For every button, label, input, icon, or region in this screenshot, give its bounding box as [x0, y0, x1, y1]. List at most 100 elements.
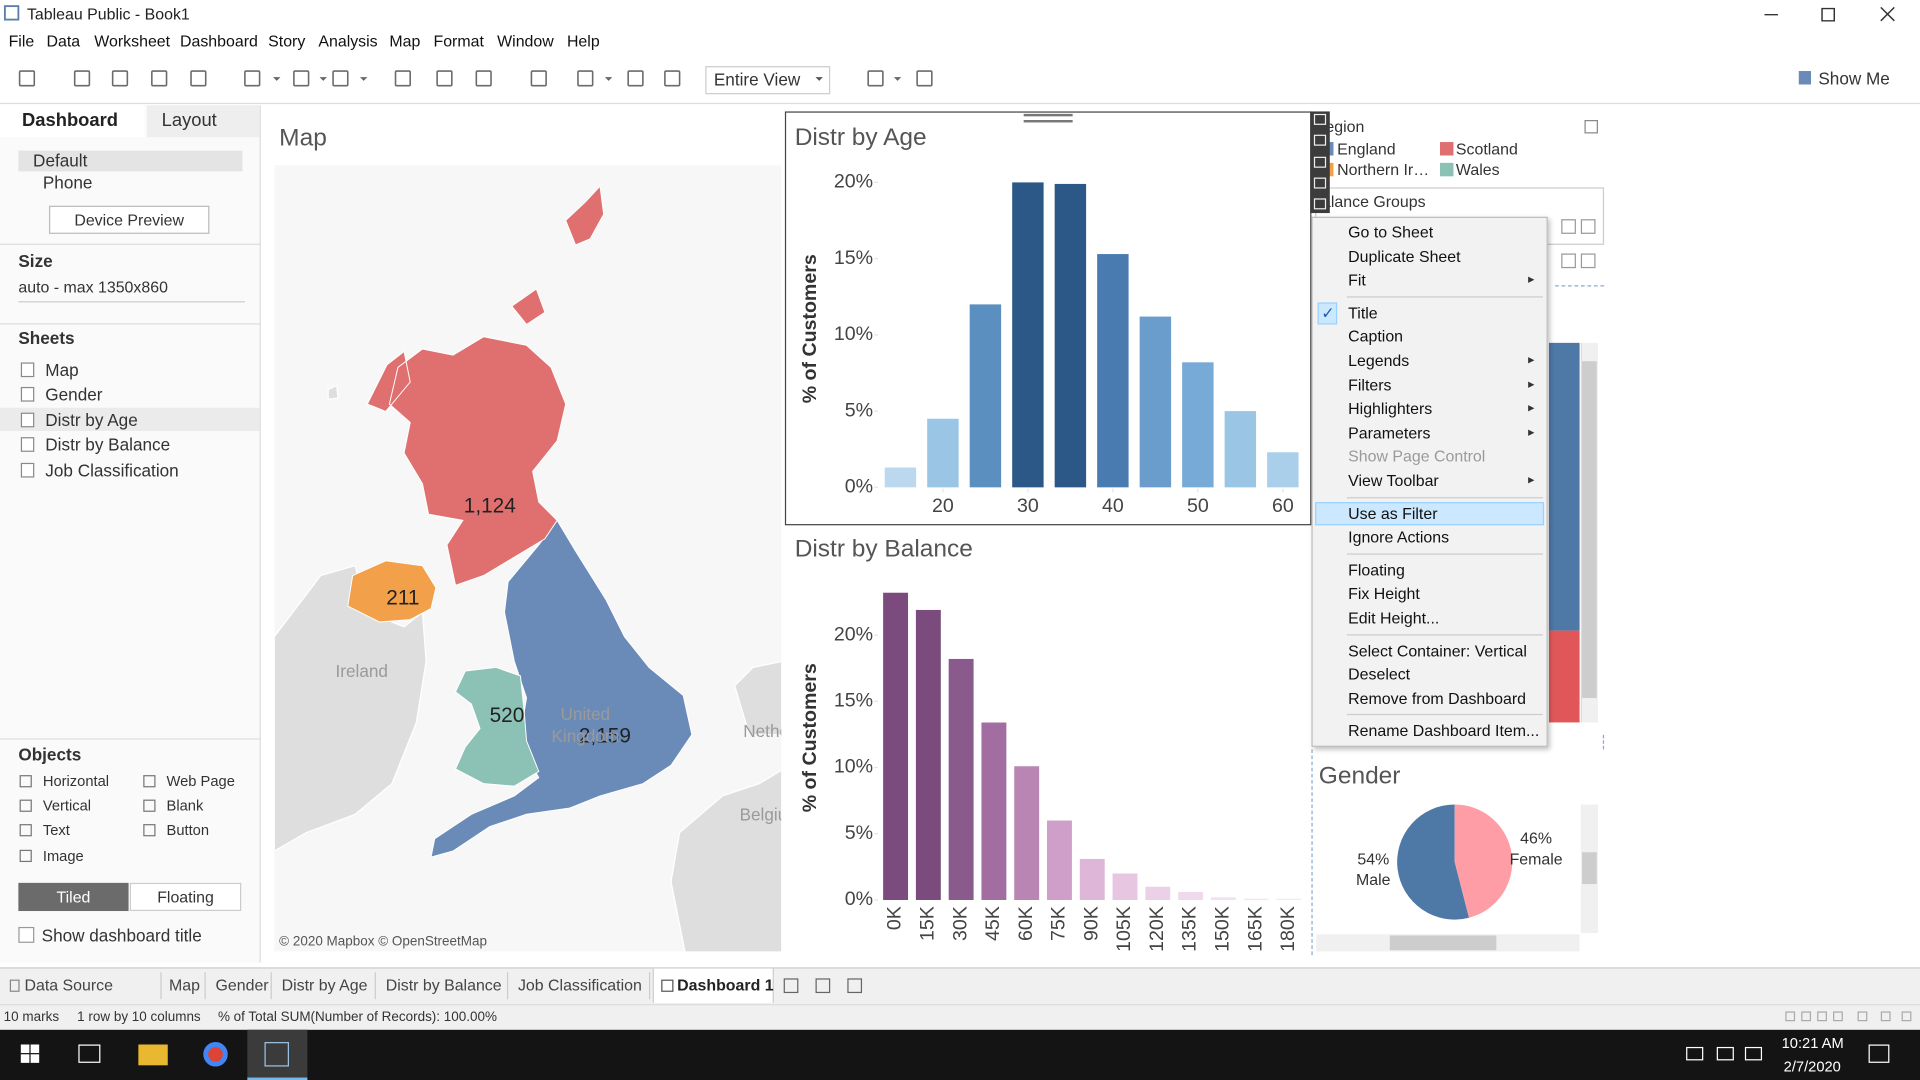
tab-label[interactable]: Dashboard: [22, 110, 118, 132]
show-me-button[interactable]: Show Me: [1818, 68, 1890, 89]
menu-item[interactable]: Fix Height: [1348, 584, 1420, 603]
sheet-tab[interactable]: Job Classification: [517, 975, 642, 995]
chrome-icon[interactable]: [203, 1042, 228, 1067]
object-item[interactable]: Button: [166, 821, 210, 839]
fit-dropdown[interactable]: [705, 66, 831, 95]
sheet-tab[interactable]: Distr by Balance: [385, 975, 502, 995]
menu-item[interactable]: Highlighters: [1348, 399, 1433, 418]
dashboard-tab[interactable]: [0, 105, 145, 138]
sheet-tab[interactable]: Data Source: [24, 975, 113, 995]
object-item[interactable]: Text: [42, 821, 70, 839]
menu-item[interactable]: Filters: [1348, 375, 1392, 394]
tab-separator: [204, 972, 206, 1000]
x-tick-label: 150K: [1212, 906, 1234, 952]
submenu-arrow: ▸: [1528, 377, 1535, 392]
toolbar-icon: [293, 70, 310, 87]
menu-item[interactable]: View Toolbar: [1348, 471, 1439, 490]
container-tool[interactable]: [1313, 198, 1327, 210]
menu-item[interactable]: Dashboard: [180, 31, 258, 51]
sheet-tab[interactable]: Gender: [215, 975, 269, 995]
bar: [1267, 452, 1299, 488]
new-sheet-button[interactable]: [847, 978, 863, 994]
menu-item[interactable]: Format: [433, 31, 484, 51]
menu-item[interactable]: Duplicate Sheet: [1348, 246, 1461, 266]
container-tool[interactable]: [1313, 134, 1327, 146]
tiled-button[interactable]: Tiled: [18, 882, 129, 912]
sheet-tab[interactable]: Dashboard 1: [677, 975, 774, 995]
menu-item[interactable]: Edit Height...: [1348, 608, 1440, 627]
sheet-tab[interactable]: Distr by Age: [281, 975, 368, 995]
sheet-item[interactable]: Job Classification: [45, 460, 179, 480]
menu-item[interactable]: Story: [268, 31, 306, 51]
device-option[interactable]: Phone: [42, 172, 93, 193]
device-preview-button[interactable]: Device Preview: [48, 205, 210, 234]
container-tool[interactable]: [1313, 177, 1327, 189]
container-tool[interactable]: [1313, 113, 1327, 125]
menu-item[interactable]: Remove from Dashboard: [1348, 689, 1527, 708]
toolbar-icon: [332, 70, 349, 87]
menu-item[interactable]: Rename Dashboard Item...: [1348, 721, 1540, 741]
tab-label[interactable]: Layout: [161, 110, 217, 132]
x-tick-label: 40: [1102, 495, 1124, 517]
menu-item[interactable]: Fit: [1348, 270, 1366, 290]
y-tick-label: 0%: [845, 476, 873, 498]
menu-item[interactable]: Use as Filter: [1348, 503, 1438, 523]
pie-vthumb: [1582, 852, 1597, 885]
land-background: [670, 769, 782, 952]
menu-item[interactable]: File: [8, 31, 35, 51]
menu-row[interactable]: [1315, 501, 1545, 526]
sheet-item[interactable]: Gender: [45, 384, 103, 405]
menu-separator: [1346, 714, 1543, 716]
explorer-icon[interactable]: [138, 1044, 168, 1066]
device-option[interactable]: Default: [33, 150, 88, 171]
sheet-item[interactable]: Distr by Age: [45, 410, 138, 430]
chart-title: Gender: [1318, 762, 1401, 790]
menu-item[interactable]: Deselect: [1348, 665, 1411, 684]
menu-item[interactable]: Select Container: Vertical: [1348, 641, 1527, 660]
menu-item[interactable]: Window: [497, 31, 554, 51]
size-underline: [18, 301, 245, 303]
filter-arrow[interactable]: [1561, 219, 1576, 234]
task-view-icon[interactable]: [78, 1044, 101, 1063]
x-tick-label: 120K: [1146, 906, 1168, 952]
notification-icon[interactable]: [1868, 1044, 1890, 1063]
object-item[interactable]: Blank: [166, 797, 204, 815]
menu-item[interactable]: Legends: [1348, 351, 1410, 370]
sheet-item[interactable]: Distr by Balance: [45, 434, 171, 455]
menu-item[interactable]: Floating: [1348, 560, 1405, 579]
show-title-label[interactable]: Show dashboard title: [41, 925, 202, 946]
status-icon: [1833, 1011, 1843, 1022]
menu-item[interactable]: Data: [46, 31, 81, 51]
sheet-tab[interactable]: Map: [168, 975, 200, 995]
new-sheet-button[interactable]: [783, 978, 799, 994]
title-checkbox[interactable]: [18, 926, 35, 943]
menu-item[interactable]: Go to Sheet: [1348, 222, 1434, 242]
menu-item[interactable]: Parameters: [1348, 423, 1431, 442]
x-tick-label: 20: [932, 495, 954, 517]
layout-tab[interactable]: [146, 105, 260, 138]
filter-arrow[interactable]: [1580, 253, 1596, 269]
section-heading: Sheets: [18, 328, 75, 348]
filter-arrow[interactable]: [1580, 219, 1596, 234]
menu-item[interactable]: Help: [566, 31, 600, 51]
filter-arrow[interactable]: [1561, 253, 1576, 269]
menu-item[interactable]: Title: [1348, 303, 1378, 322]
object-item[interactable]: Vertical: [42, 797, 92, 815]
status-text: 10 marks: [3, 1010, 60, 1025]
floating-button[interactable]: Floating: [129, 882, 242, 912]
menu-item[interactable]: Map: [389, 31, 421, 51]
menu-item[interactable]: Caption: [1348, 327, 1404, 346]
size-select[interactable]: auto - max 1350x860: [18, 277, 168, 297]
toolbar-dropdown: [360, 77, 368, 81]
tableau-task[interactable]: [247, 1029, 308, 1080]
object-item[interactable]: Web Page: [166, 772, 235, 790]
sheet-item[interactable]: Map: [45, 360, 79, 380]
menu-item[interactable]: Worksheet: [94, 31, 171, 51]
menu-item[interactable]: Ignore Actions: [1348, 527, 1450, 547]
new-sheet-button[interactable]: [815, 978, 831, 994]
menu-item[interactable]: Analysis: [318, 31, 378, 51]
object-item[interactable]: Horizontal: [42, 772, 110, 790]
place-label: Belgium: [739, 804, 782, 825]
container-tool[interactable]: [1313, 156, 1327, 168]
object-item[interactable]: Image: [42, 847, 84, 865]
